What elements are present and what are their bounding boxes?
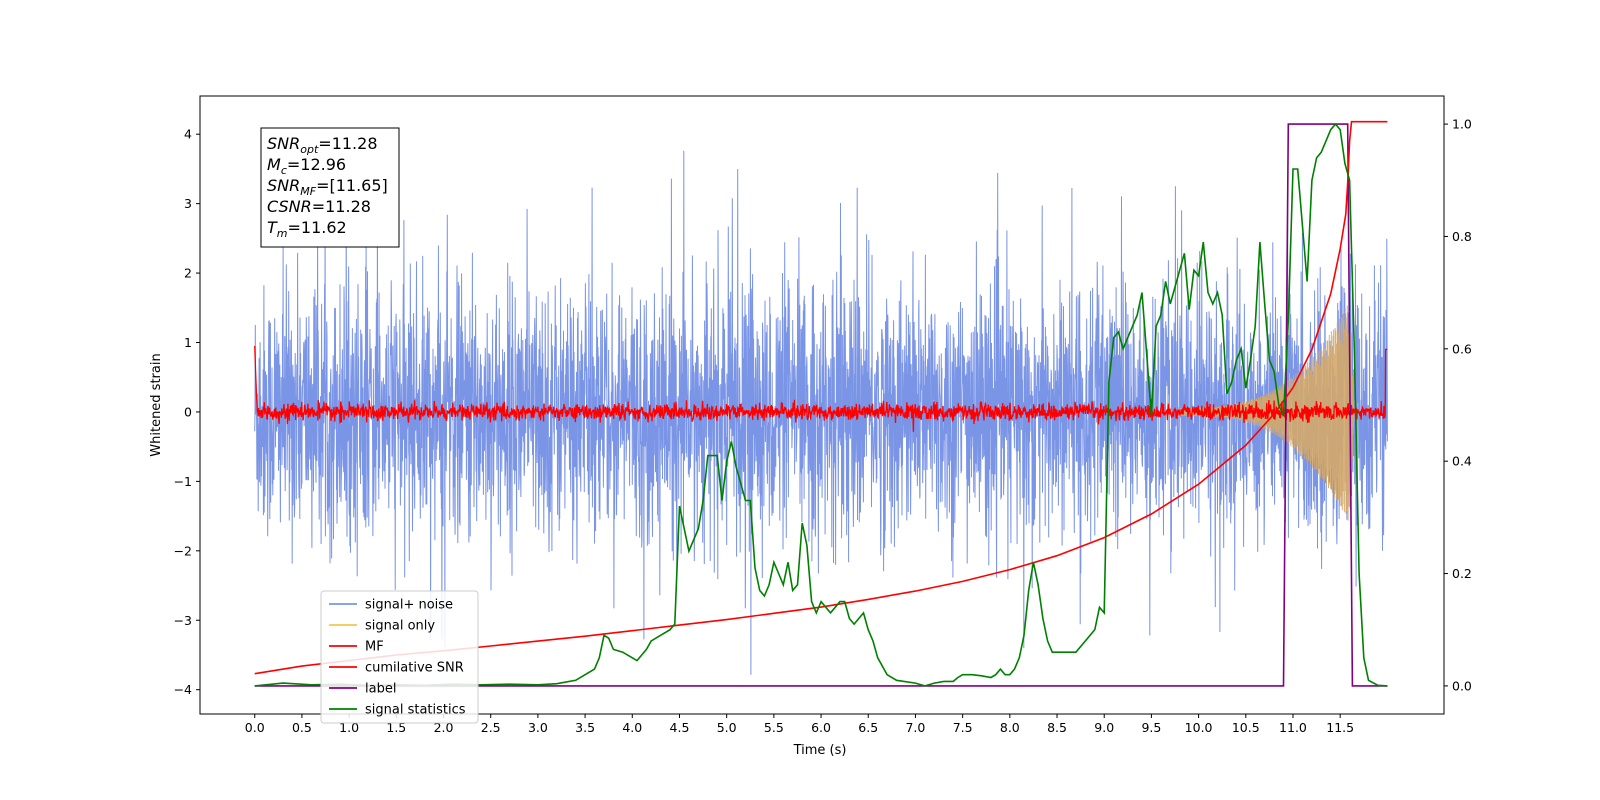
x-tick-label: 9.0 [1094,720,1114,735]
y-tick-label-right: 0.2 [1452,566,1472,581]
x-tick-label: 2.5 [481,720,501,735]
x-tick-label: 8.5 [1047,720,1067,735]
y-tick-label-left: −4 [174,682,192,697]
annotation-line: SNRopt=11.28 [267,134,378,156]
x-tick-label: 1.0 [339,720,359,735]
y-tick-label-right: 1.0 [1452,117,1472,132]
y-tick-label-left: 4 [184,127,192,142]
y-tick-label-right: 0.8 [1452,229,1472,244]
x-tick-label: 8.0 [1000,720,1020,735]
y-tick-label-left: 3 [184,196,192,211]
x-tick-label: 10.0 [1185,720,1213,735]
x-tick-label: 0.5 [292,720,312,735]
y-tick-label-left: 2 [184,266,192,281]
annotation-line: Tm=11.62 [267,218,347,240]
series-layer [254,120,1388,687]
legend-label: signal statistics [365,703,466,718]
x-tick-label: 6.5 [858,720,878,735]
series-line-cumilative-SNR [254,120,1388,675]
plot-frame [199,95,1445,715]
x-tick-label: 11.5 [1326,720,1354,735]
y-tick-label-left: 0 [184,404,192,419]
legend-label: signal only [365,619,435,634]
y-ticks-right: 1.0 0.8 0.6 0.4 0.2 0.0 [1444,117,1472,693]
y-tick-label-right: 0.4 [1452,454,1472,469]
x-tick-label: 11.0 [1279,720,1307,735]
legend-label: MF [365,640,384,655]
y-tick-label-left: 1 [184,335,192,350]
legend-label: signal+ noise [365,598,453,613]
series-line-label [254,123,1388,687]
x-tick-label: 1.5 [386,720,406,735]
x-tick-label: 5.0 [717,720,737,735]
y-tick-label-left: −1 [174,474,192,489]
annotation-line: CSNR=11.28 [267,197,371,216]
x-tick-label: 7.5 [953,720,973,735]
legend-label: label [365,682,396,697]
x-tick-label: 2.0 [434,720,454,735]
legend-label: cumilative SNR [365,661,464,676]
y-ticks-left: 4 3 2 1 0 −1 −2 −3 −4 [174,127,200,697]
annotation-line: SNRMF=[11.65] [267,176,388,198]
y-axis-label: Whitened strain [149,353,164,456]
y-tick-label-left: −3 [174,613,192,628]
annotation-box: SNRopt=11.28Mc=12.96SNRMF=[11.65]CSNR=11… [260,127,400,248]
y-tick-label-right: 0.6 [1452,341,1472,356]
x-tick-label: 10.5 [1232,720,1260,735]
y-tick-label-left: −2 [174,543,192,558]
x-tick-label: 6.0 [811,720,831,735]
x-tick-label: 3.0 [528,720,548,735]
x-tick-label: 3.5 [575,720,595,735]
x-tick-label: 4.5 [670,720,690,735]
x-tick-label: 7.0 [905,720,925,735]
legend-frame [320,590,479,724]
x-tick-label: 9.5 [1141,720,1161,735]
x-tick-label: 4.0 [622,720,642,735]
y-tick-label-right: 0.0 [1452,678,1472,693]
x-tick-label: 0.0 [245,720,265,735]
x-axis-label: Time (s) [793,743,847,758]
x-tick-label: 5.5 [764,720,784,735]
x-ticks: 0.0 0.5 1.0 1.5 2.0 2.5 3.0 3.5 4.0 4.5 5.0 5.5 6.0 6… [245,714,1354,735]
annotation-line: Mc=12.96 [267,155,346,177]
annotation-frame [260,127,400,248]
mf-line [254,345,1388,432]
series-line-signal-statistics [254,122,1388,687]
legend: signal+ noise signal only MF cumilative SNR… [320,590,479,724]
mf-layer [254,345,1388,432]
